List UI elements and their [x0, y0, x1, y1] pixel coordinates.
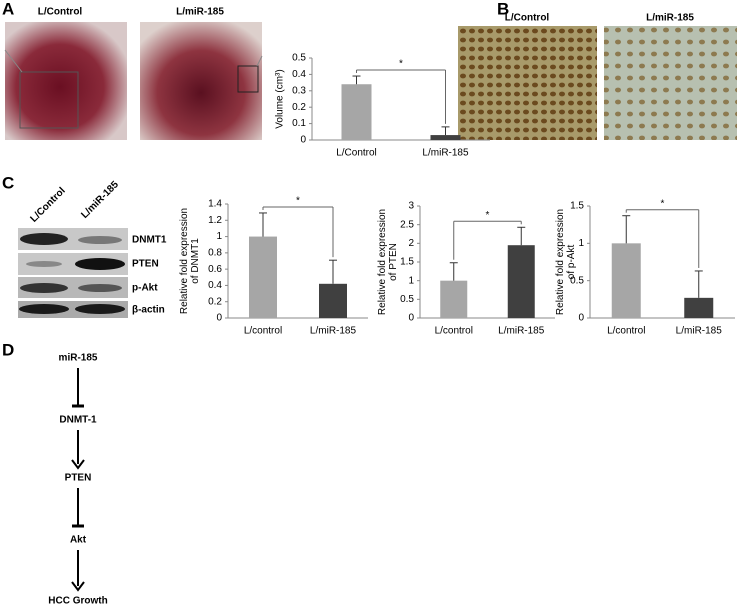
- highlight-box: [19, 71, 79, 129]
- y-tick-label: 2.5: [400, 219, 414, 230]
- y-axis-label: of PTEN: [388, 243, 399, 281]
- x-tick-label: L/miR-185: [676, 326, 723, 337]
- y-axis-label: Relative fold expression: [377, 209, 388, 315]
- pointer: [256, 55, 263, 67]
- lane-label: L/Control: [28, 185, 67, 224]
- photo-label: L/Control: [505, 13, 550, 24]
- y-tick-label: 0.5: [570, 275, 584, 286]
- node: Akt: [70, 535, 87, 546]
- y-tick-label: 1: [578, 238, 584, 249]
- y-tick-label: 0.6: [208, 264, 222, 275]
- node: DNMT-1: [59, 415, 97, 426]
- y-axis-label: Relative fold expression: [555, 209, 566, 315]
- photo-label: L/miR-185: [176, 7, 224, 18]
- annotation: *: [296, 196, 300, 207]
- x-tick-label: L/miR-185: [422, 148, 469, 159]
- y-tick-label: 0: [216, 313, 222, 324]
- blot-label: DNMT1: [132, 235, 167, 246]
- blot-label: PTEN: [132, 259, 159, 270]
- error-bar: [352, 75, 361, 85]
- photo-label: L/miR-185: [646, 13, 694, 24]
- y-axis-label: of p-Akt: [566, 245, 577, 280]
- bar: [611, 243, 641, 318]
- y-tick-label: 0: [300, 135, 306, 146]
- y-tick-label: 0.5: [400, 294, 414, 305]
- y-tick-label: 3: [408, 201, 414, 212]
- y-tick-label: 1.4: [208, 199, 222, 210]
- y-tick-label: 0.1: [292, 118, 306, 129]
- y-tick-label: 0.8: [208, 247, 222, 258]
- node: miR-185: [59, 353, 98, 364]
- photo: [604, 26, 737, 140]
- y-tick-label: 0.3: [292, 85, 306, 96]
- x-tick-label: L/control: [607, 326, 645, 337]
- annotation: *: [399, 59, 403, 70]
- y-tick-label: 0: [408, 313, 414, 324]
- bar: [440, 280, 468, 318]
- x-tick-label: L/control: [244, 326, 282, 337]
- bar: [684, 297, 714, 318]
- panel-label: B: [497, 0, 509, 18]
- photo-label: L/Control: [38, 7, 83, 18]
- photo: [458, 26, 597, 140]
- error-bar: [259, 212, 267, 237]
- y-axis-label: Volume (cm³): [275, 69, 286, 128]
- y-tick-label: 1.5: [570, 201, 584, 212]
- x-tick-label: L/miR-185: [498, 326, 545, 337]
- y-tick-label: 1: [216, 231, 222, 242]
- y-tick-label: 2: [408, 238, 414, 249]
- y-tick-label: 0.5: [292, 53, 306, 64]
- photo: [140, 22, 262, 140]
- bar: [249, 236, 277, 318]
- blot-label: β-actin: [132, 305, 165, 316]
- pointer: [4, 49, 23, 73]
- y-tick-label: 1: [408, 275, 414, 286]
- highlight-box: [237, 65, 259, 93]
- error-bar: [449, 262, 458, 281]
- y-tick-label: 1.2: [208, 215, 222, 226]
- photo: [5, 22, 127, 140]
- annotation: *: [486, 210, 490, 221]
- y-tick-label: 0.2: [208, 296, 222, 307]
- bar: [341, 84, 372, 140]
- panel-label: C: [2, 173, 14, 192]
- y-tick-label: 0.4: [292, 69, 306, 80]
- error-bar: [441, 126, 450, 136]
- blot: [18, 228, 128, 318]
- pathway: miR-185 DNMT-1 PTEN Akt HCC Growth: [48, 353, 107, 607]
- panel-label: A: [2, 0, 14, 18]
- blot-label: p-Akt: [132, 283, 158, 294]
- x-tick-label: L/miR-185: [310, 326, 357, 337]
- y-tick-label: 1.5: [400, 257, 414, 268]
- panel-label: D: [2, 340, 14, 359]
- x-tick-label: L/control: [435, 326, 473, 337]
- error-bar: [622, 215, 631, 244]
- y-tick-label: 0.2: [292, 102, 306, 113]
- y-axis-label: of DNMT1: [190, 238, 201, 284]
- error-bar: [517, 226, 526, 246]
- node: PTEN: [65, 473, 92, 484]
- bar: [319, 283, 347, 318]
- annotation: *: [661, 198, 665, 209]
- lane-label: L/miR-185: [79, 179, 121, 221]
- bar: [430, 135, 461, 140]
- error-bar: [329, 259, 337, 284]
- x-tick-label: L/Control: [336, 148, 377, 159]
- error-bar: [694, 270, 703, 298]
- node: HCC Growth: [48, 596, 107, 607]
- y-tick-label: 0.4: [208, 280, 222, 291]
- y-tick-label: 0: [578, 313, 584, 324]
- y-axis-label: Relative fold expression: [179, 208, 190, 314]
- bar: [507, 245, 535, 318]
